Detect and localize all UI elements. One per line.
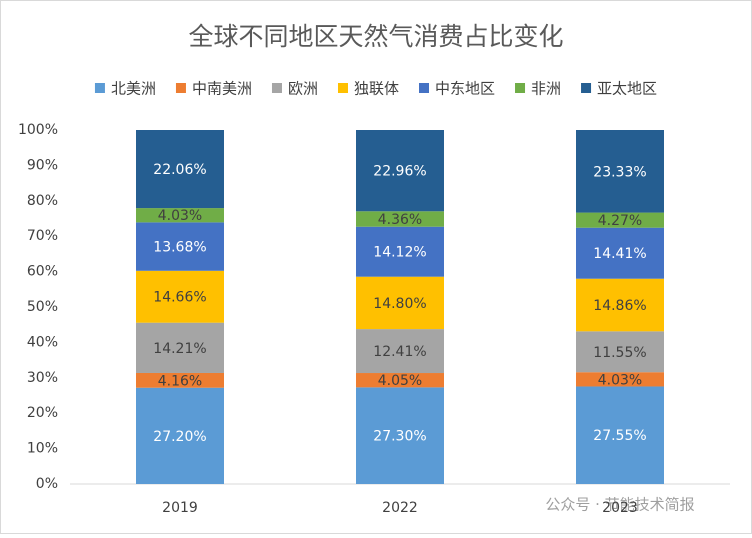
bar-segment (356, 276, 444, 330)
y-tick-label: 70% (27, 228, 58, 244)
x-tick-label: 2019 (162, 500, 198, 516)
bar-segment (576, 372, 664, 387)
data-label: 4.16% (158, 373, 202, 389)
chart-title: 全球不同地区天然气消费占比变化 (188, 22, 563, 51)
legend-swatch (94, 83, 105, 93)
data-label: 13.68% (153, 240, 206, 256)
bar-segment (576, 331, 664, 373)
legend-swatch (581, 83, 592, 93)
legend-swatch (271, 83, 282, 93)
data-label: 22.06% (153, 162, 206, 178)
data-label: 14.41% (593, 246, 646, 262)
legend-label: 亚太地区 (597, 80, 657, 98)
bar-segment (356, 373, 444, 388)
data-label: 12.41% (373, 344, 426, 360)
legend-label: 欧洲 (288, 80, 318, 98)
x-tick-label: 2023 (602, 500, 638, 516)
x-tick-label: 2022 (382, 500, 418, 516)
bar-segment (136, 208, 224, 223)
legend-swatch (515, 83, 526, 93)
data-label: 27.30% (373, 429, 426, 445)
data-label: 23.33% (593, 164, 646, 180)
legend-label: 中南美洲 (192, 80, 252, 98)
bar-segment (136, 130, 224, 209)
y-tick-label: 30% (27, 370, 58, 386)
data-label: 14.12% (373, 245, 426, 261)
y-tick-label: 20% (27, 405, 58, 421)
y-tick-label: 100% (18, 122, 58, 138)
data-label: 4.03% (158, 208, 202, 224)
legend-label: 独联体 (354, 80, 399, 98)
legend-swatch (175, 83, 186, 93)
data-label: 14.80% (373, 296, 426, 312)
data-label: 4.27% (598, 213, 642, 229)
data-label: 27.20% (153, 429, 206, 445)
legend-swatch (337, 83, 348, 93)
bar-segment (136, 322, 224, 373)
bar-segment (576, 278, 664, 332)
y-tick-label: 0% (36, 476, 58, 492)
y-tick-label: 80% (27, 193, 58, 209)
data-label: 14.66% (153, 290, 206, 306)
legend-label: 非洲 (531, 80, 561, 98)
bar-segment (136, 222, 224, 271)
legend-swatch (419, 83, 430, 93)
y-tick-label: 40% (27, 334, 58, 350)
y-tick-label: 90% (27, 157, 58, 173)
bar-segment (356, 130, 444, 212)
data-label: 4.05% (378, 373, 422, 389)
data-label: 11.55% (593, 345, 646, 361)
y-tick-label: 60% (27, 264, 58, 280)
bar-segment (356, 387, 444, 484)
y-tick-label: 10% (27, 441, 58, 457)
data-label: 22.96% (373, 164, 426, 180)
watermark: 公众号 · 节能技术简报 (545, 496, 694, 514)
bar-segment (356, 329, 444, 374)
y-tick-label: 50% (27, 299, 58, 315)
data-label: 4.36% (378, 212, 422, 228)
data-label: 4.03% (598, 372, 642, 388)
bar-segment (136, 387, 224, 484)
bar-segment (356, 226, 444, 277)
legend-label: 中东地区 (435, 80, 495, 98)
bar-segment (136, 372, 224, 388)
bar-segment (576, 212, 664, 228)
bar-segment (356, 211, 444, 227)
bar-segment (576, 227, 664, 279)
data-label: 27.55% (593, 428, 646, 444)
bar-segment (136, 270, 224, 323)
data-label: 14.86% (593, 298, 646, 314)
bar-segment (576, 130, 664, 213)
legend-label: 北美洲 (111, 80, 156, 98)
bar-segment (576, 386, 664, 484)
data-label: 14.21% (153, 341, 206, 357)
